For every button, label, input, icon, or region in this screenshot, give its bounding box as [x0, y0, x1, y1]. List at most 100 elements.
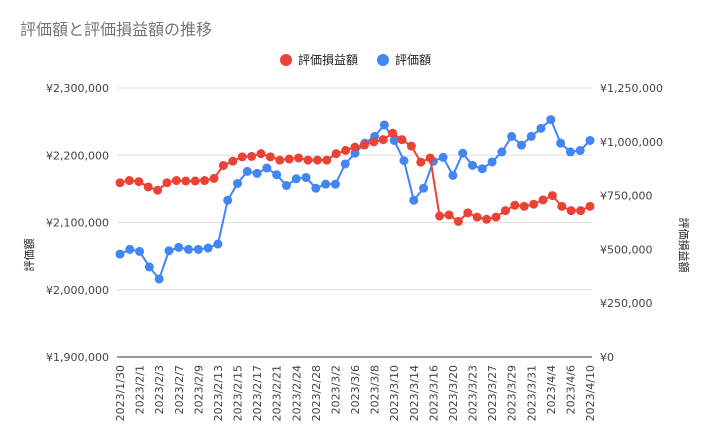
profit-series-point [115, 178, 125, 188]
profit-series-point [510, 200, 520, 210]
right-tick-label: ¥1,250,000 [600, 82, 663, 95]
profit-series-point [162, 178, 172, 188]
value-series-point [125, 244, 135, 254]
value-series-point [115, 249, 125, 259]
left-tick-label: ¥1,900,000 [46, 351, 109, 364]
value-series-point [330, 179, 340, 189]
legend-label-profit: 評価損益額 [298, 52, 358, 67]
profit-series-point [406, 141, 416, 151]
value-series-point [389, 135, 399, 145]
value-series-point [438, 152, 448, 162]
value-series-point [409, 195, 419, 205]
profit-series-point [134, 177, 144, 187]
value-series-point [291, 174, 301, 184]
gridlines [117, 87, 592, 358]
profit-series-point [435, 211, 445, 221]
value-series-point [154, 274, 164, 284]
legend-marker-profit [280, 54, 292, 66]
profit-series-point [265, 152, 275, 162]
x-tick-label: 2023/4/10 [584, 365, 597, 421]
profit-series-point [566, 206, 576, 216]
value-series-point [242, 166, 252, 176]
profit-series-point [256, 149, 266, 159]
profit-series-point [350, 142, 360, 152]
profit-series-point [190, 176, 200, 186]
value-series-point [233, 178, 242, 188]
value-series-point [497, 147, 507, 157]
left-tick-label: ¥2,200,000 [46, 149, 109, 162]
x-tick-label: 2023/3/31 [525, 365, 538, 421]
profit-series-point [397, 135, 407, 145]
x-tick-label: 2023/3/16 [427, 365, 440, 421]
value-series-point [340, 159, 350, 169]
profit-series-point [322, 155, 332, 165]
value-series-point [458, 148, 468, 158]
x-tick-label: 2023/2/17 [251, 365, 264, 421]
profit-series-point [482, 214, 492, 224]
value-series-point [203, 243, 213, 253]
value-series-point [144, 262, 154, 272]
profit-series-point [303, 155, 313, 165]
profit-series-point [453, 216, 463, 226]
profit-series-point [576, 206, 586, 216]
x-tick-label: 2023/3/29 [506, 365, 519, 421]
profit-series-point [500, 206, 510, 216]
profit-series-point [247, 151, 257, 161]
left-tick-label: ¥2,300,000 [46, 82, 109, 95]
profit-series-point [369, 137, 379, 147]
profit-series-point [218, 160, 228, 170]
profit-series-point [200, 176, 210, 186]
profit-series-point [341, 145, 351, 155]
profit-series-point [472, 212, 482, 222]
value-series-point [546, 115, 556, 125]
x-tick-label: 2023/2/15 [232, 365, 245, 421]
value-series-point [301, 172, 311, 182]
x-tick-label: 2023/3/23 [467, 365, 480, 421]
profit-series-point [444, 210, 454, 220]
profit-series-point [124, 176, 134, 186]
value-series-point [174, 242, 184, 252]
legend-label-value: 評価額 [395, 52, 431, 67]
profit-series-point [153, 185, 163, 195]
x-tick-label: 2023/4/6 [564, 365, 577, 414]
profit-series-point [331, 149, 341, 159]
x-tick-label: 2023/2/3 [153, 365, 166, 414]
x-tick-label: 2023/2/1 [134, 365, 147, 414]
value-series-point [487, 157, 497, 167]
value-series-point [135, 246, 145, 256]
profit-series-point [425, 153, 435, 163]
x-tick-label: 2023/2/28 [310, 365, 323, 421]
profit-series-point [416, 157, 426, 167]
right-axis-title: 評価損益額 [677, 218, 691, 273]
legend: 評価損益額 評価額 [280, 52, 431, 67]
profit-series-point [585, 201, 595, 211]
x-axis-ticks: 2023/1/30 2023/2/1 2023/2/3 2023/2/7 2023/2/… [114, 365, 597, 421]
profit-series-point [209, 173, 219, 183]
value-series-point [379, 120, 389, 130]
value-series-point [193, 244, 203, 254]
value-series-point [526, 131, 536, 141]
profit-series-point [378, 135, 388, 145]
x-tick-label: 2023/3/8 [369, 365, 382, 414]
profit-series-point [294, 153, 304, 163]
x-tick-label: 2023/3/14 [408, 365, 421, 421]
x-tick-label: 2023/2/21 [271, 365, 284, 421]
value-series-point [419, 183, 429, 193]
chart-title: 評価額と評価損益額の推移 [20, 20, 212, 39]
profit-series-point [312, 155, 322, 165]
profit-series-point [557, 201, 567, 211]
right-tick-label: ¥750,000 [600, 190, 653, 203]
x-tick-label: 2023/2/9 [192, 365, 205, 414]
x-tick-label: 2023/3/2 [329, 365, 342, 414]
value-series-point [575, 146, 585, 156]
value-series-point [477, 164, 487, 174]
x-tick-label: 2023/2/7 [173, 365, 186, 414]
right-axis-ticks: ¥0 ¥250,000 ¥500,000 ¥750,000 ¥1,000,000 ¥1,2… [600, 82, 663, 364]
value-series-point [252, 168, 262, 178]
value-series-point [321, 179, 331, 189]
value-series-point [516, 140, 526, 150]
value-series-point [311, 183, 321, 193]
value-series-point [262, 163, 272, 173]
value-series-point [556, 138, 566, 148]
